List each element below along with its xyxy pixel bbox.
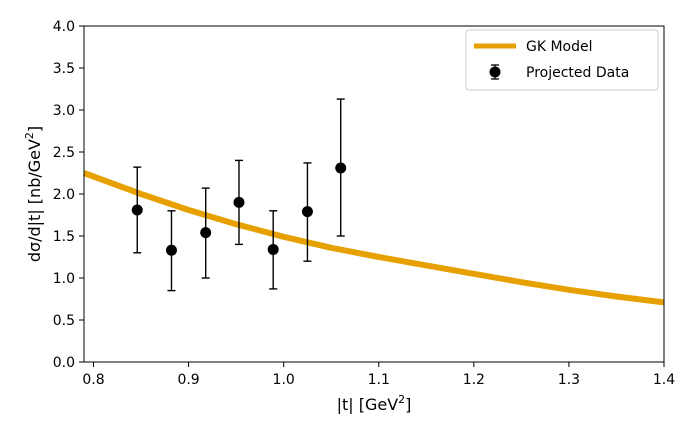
x-tick-label: 1.1 <box>368 372 390 388</box>
legend: GK Model Projected Data <box>465 29 659 91</box>
data-point <box>233 196 245 208</box>
data-point <box>200 227 212 239</box>
x-axis-ticks: 0.8 0.9 1.0 1.1 1.2 1.3 1.4 <box>82 362 675 388</box>
x-tick-label: 1.4 <box>653 372 675 388</box>
y-tick-label: 1.0 <box>53 271 75 287</box>
y-axis-ticks: 0.0 0.5 1.0 1.5 2.0 2.5 3.0 3.5 4.0 <box>53 19 84 371</box>
x-tick-label: 1.0 <box>273 372 295 388</box>
data-points-layer <box>131 98 347 292</box>
y-axis-title-sup: 2 <box>23 132 36 139</box>
y-tick-label: 0.5 <box>53 313 75 329</box>
legend-model-label: GK Model <box>526 39 593 55</box>
y-tick-label: 2.0 <box>53 187 75 203</box>
x-axis-title-close: ] <box>405 395 411 414</box>
data-point <box>335 162 347 174</box>
model-curve-line <box>82 170 665 306</box>
data-point <box>131 204 143 216</box>
y-axis-title-close: ] <box>25 126 44 132</box>
y-tick-label: 3.5 <box>53 61 75 77</box>
y-axis-title-main: dσ/d|t| [nb/GeV <box>25 139 44 262</box>
legend-data-marker <box>489 66 501 78</box>
y-tick-label: 3.0 <box>53 103 75 119</box>
y-tick-label: 4.0 <box>53 19 75 35</box>
y-tick-label: 1.5 <box>53 229 75 245</box>
data-point <box>267 243 279 255</box>
y-axis-title: dσ/d|t| [nb/GeV2] <box>23 126 44 262</box>
legend-data-label: Projected Data <box>526 65 629 81</box>
data-point <box>301 206 313 218</box>
data-point <box>165 244 177 256</box>
x-axis-title-sup: 2 <box>398 393 405 406</box>
y-tick-label: 0.0 <box>53 355 75 371</box>
x-tick-label: 1.2 <box>463 372 485 388</box>
x-tick-label: 1.3 <box>558 372 580 388</box>
model-curve-layer <box>82 170 665 306</box>
x-tick-label: 0.9 <box>177 372 199 388</box>
x-tick-label: 0.8 <box>82 372 104 388</box>
y-tick-label: 2.5 <box>53 145 75 161</box>
x-axis-title-main: |t| [GeV <box>337 395 399 414</box>
x-axis-title: |t| [GeV2] <box>337 393 412 414</box>
